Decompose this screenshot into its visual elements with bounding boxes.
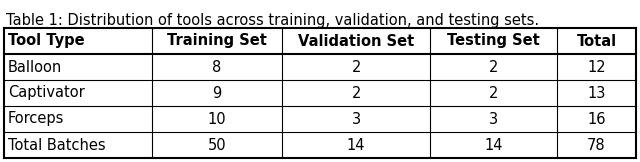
Text: 10: 10 [207,111,227,127]
Text: 13: 13 [588,86,605,100]
Text: Balloon: Balloon [8,59,62,75]
Text: 50: 50 [207,138,227,152]
Text: 14: 14 [484,138,502,152]
Text: Forceps: Forceps [8,111,65,127]
Text: Total: Total [577,34,616,48]
Text: Validation Set: Validation Set [298,34,414,48]
Text: 2: 2 [351,86,361,100]
Text: 9: 9 [212,86,221,100]
Text: 2: 2 [489,59,498,75]
Text: 8: 8 [212,59,221,75]
Text: Training Set: Training Set [167,34,267,48]
Text: 2: 2 [489,86,498,100]
Text: Captivator: Captivator [8,86,84,100]
Text: 14: 14 [347,138,365,152]
Text: Testing Set: Testing Set [447,34,540,48]
Text: 16: 16 [588,111,605,127]
Text: 2: 2 [351,59,361,75]
Text: 3: 3 [489,111,498,127]
Text: Table 1: Distribution of tools across training, validation, and testing sets.: Table 1: Distribution of tools across tr… [6,13,539,28]
Text: Tool Type: Tool Type [8,34,84,48]
Text: 78: 78 [587,138,606,152]
Text: 3: 3 [351,111,360,127]
Text: 12: 12 [587,59,606,75]
Text: Total Batches: Total Batches [8,138,106,152]
